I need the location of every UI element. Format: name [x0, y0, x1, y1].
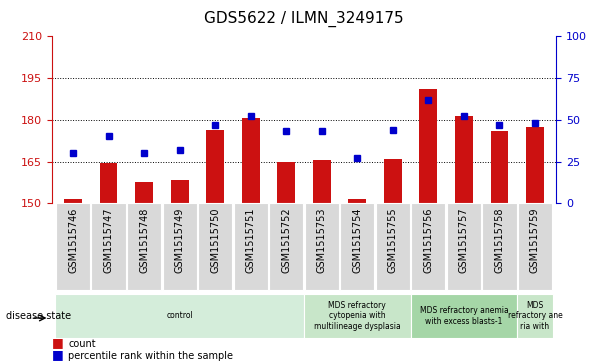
Text: GSM1515749: GSM1515749: [174, 208, 185, 273]
Bar: [376, 203, 410, 290]
Text: GDS5622 / ILMN_3249175: GDS5622 / ILMN_3249175: [204, 11, 404, 27]
Bar: [162, 203, 196, 290]
Bar: [313, 160, 331, 203]
Bar: [304, 294, 410, 338]
Bar: [206, 130, 224, 203]
Bar: [233, 203, 268, 290]
Bar: [526, 127, 544, 203]
Text: GSM1515758: GSM1515758: [494, 208, 505, 273]
Text: ■: ■: [52, 336, 63, 349]
Bar: [348, 199, 366, 203]
Text: control: control: [166, 311, 193, 320]
Bar: [518, 203, 552, 290]
Text: MDS refractory anemia
with excess blasts-1: MDS refractory anemia with excess blasts…: [420, 306, 508, 326]
Text: GSM1515754: GSM1515754: [352, 208, 362, 273]
Text: GSM1515756: GSM1515756: [423, 208, 434, 273]
Bar: [127, 203, 161, 290]
Text: GSM1515751: GSM1515751: [246, 208, 256, 273]
Text: disease state: disease state: [6, 311, 71, 321]
Bar: [56, 203, 90, 290]
Bar: [412, 203, 446, 290]
Bar: [64, 199, 82, 203]
Text: GSM1515755: GSM1515755: [388, 208, 398, 273]
Bar: [384, 159, 402, 203]
Bar: [482, 203, 517, 290]
Bar: [55, 294, 304, 338]
Text: MDS refractory
cytopenia with
multilineage dysplasia: MDS refractory cytopenia with multilinea…: [314, 301, 401, 331]
Bar: [171, 180, 188, 203]
Text: GSM1515748: GSM1515748: [139, 208, 149, 273]
Text: GSM1515746: GSM1515746: [68, 208, 78, 273]
Text: GSM1515759: GSM1515759: [530, 208, 540, 273]
Bar: [420, 89, 437, 203]
Bar: [517, 294, 553, 338]
Bar: [135, 183, 153, 203]
Bar: [91, 203, 126, 290]
Text: GSM1515747: GSM1515747: [103, 208, 114, 273]
Text: count: count: [68, 339, 95, 349]
Text: ■: ■: [52, 348, 63, 361]
Bar: [447, 203, 481, 290]
Bar: [198, 203, 232, 290]
Bar: [340, 203, 375, 290]
Text: GSM1515757: GSM1515757: [459, 208, 469, 273]
Bar: [242, 118, 260, 203]
Text: GSM1515752: GSM1515752: [282, 208, 291, 273]
Text: GSM1515753: GSM1515753: [317, 208, 326, 273]
Text: MDS
refractory ane
ria with: MDS refractory ane ria with: [508, 301, 562, 331]
Bar: [410, 294, 517, 338]
Bar: [455, 115, 473, 203]
Bar: [491, 131, 508, 203]
Bar: [305, 203, 339, 290]
Bar: [277, 162, 295, 203]
Text: GSM1515750: GSM1515750: [210, 208, 220, 273]
Text: percentile rank within the sample: percentile rank within the sample: [68, 351, 233, 361]
Bar: [100, 163, 117, 203]
Bar: [269, 203, 303, 290]
